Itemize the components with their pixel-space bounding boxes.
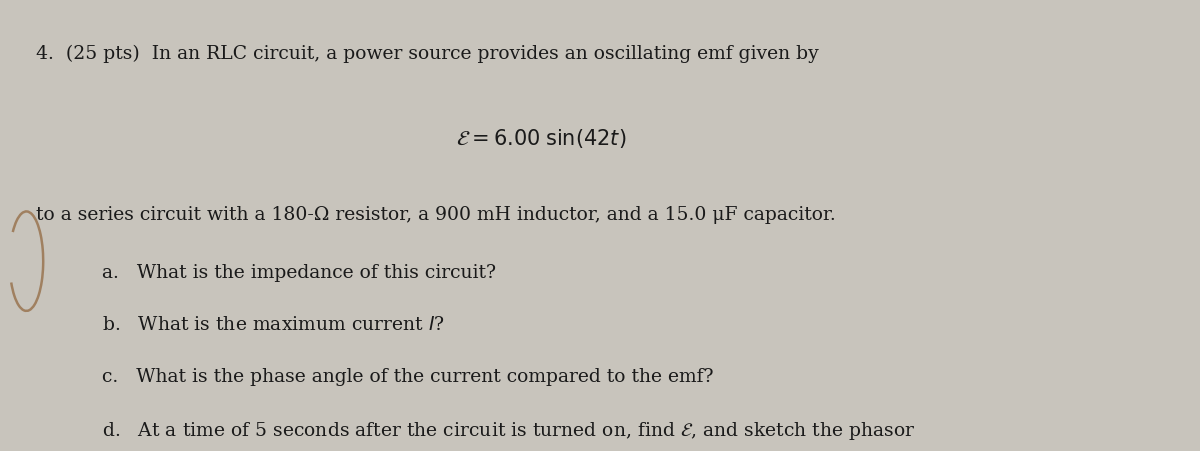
Text: a.   What is the impedance of this circuit?: a. What is the impedance of this circuit…	[102, 264, 496, 282]
Text: d.   At a time of 5 seconds after the circuit is turned on, find $\mathcal{E}$, : d. At a time of 5 seconds after the circ…	[102, 419, 916, 442]
Text: to a series circuit with a 180-Ω resistor, a 900 mH inductor, and a 15.0 μF capa: to a series circuit with a 180-Ω resisto…	[36, 205, 835, 223]
Text: c.   What is the phase angle of the current compared to the emf?: c. What is the phase angle of the curren…	[102, 368, 714, 386]
Text: $\mathcal{E} = 6.00 \; \sin(42t)$: $\mathcal{E} = 6.00 \; \sin(42t)$	[456, 126, 626, 149]
Text: 4.  (25 pts)  In an RLC circuit, a power source provides an oscillating emf give: 4. (25 pts) In an RLC circuit, a power s…	[36, 45, 818, 63]
Text: b.   What is the maximum current $I$?: b. What is the maximum current $I$?	[102, 316, 445, 334]
